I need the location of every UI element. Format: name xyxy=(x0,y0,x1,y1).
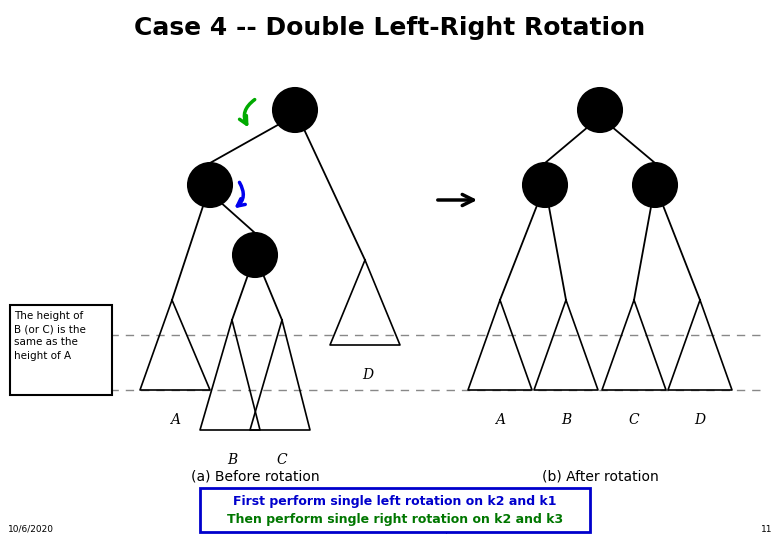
Circle shape xyxy=(578,88,622,132)
Text: CS202 - Fundamental Structures of Computer Science II: CS202 - Fundamental Structures of Comput… xyxy=(264,525,516,534)
FancyArrowPatch shape xyxy=(237,183,245,206)
Text: C: C xyxy=(277,453,287,467)
Circle shape xyxy=(273,88,317,132)
Text: A: A xyxy=(170,413,180,427)
Circle shape xyxy=(633,163,677,207)
Text: B: B xyxy=(561,413,571,427)
Text: B: B xyxy=(227,453,237,467)
Text: $k_1$: $k_1$ xyxy=(537,176,553,194)
Text: Then perform single right rotation on k2 and k3: Then perform single right rotation on k2… xyxy=(227,512,563,525)
Text: 10/6/2020: 10/6/2020 xyxy=(8,525,54,534)
Circle shape xyxy=(188,163,232,207)
Text: 11: 11 xyxy=(760,525,772,534)
Text: $k_3$: $k_3$ xyxy=(287,102,303,119)
Text: (b) After rotation: (b) After rotation xyxy=(541,470,658,484)
FancyArrowPatch shape xyxy=(239,99,255,124)
Text: First perform single left rotation on k2 and k1: First perform single left rotation on k2… xyxy=(233,495,557,508)
Text: $k_3$: $k_3$ xyxy=(647,176,663,194)
Text: $k_1$: $k_1$ xyxy=(202,176,218,194)
Text: The height of
B (or C) is the
same as the
height of A: The height of B (or C) is the same as th… xyxy=(14,311,86,361)
Text: $k_2$: $k_2$ xyxy=(247,246,263,264)
Text: (a) Before rotation: (a) Before rotation xyxy=(190,470,319,484)
Text: C: C xyxy=(629,413,640,427)
Text: $k_2$: $k_2$ xyxy=(592,102,608,119)
Text: D: D xyxy=(363,368,374,382)
Circle shape xyxy=(523,163,567,207)
Text: D: D xyxy=(694,413,706,427)
Bar xyxy=(10,305,112,395)
Text: A: A xyxy=(495,413,505,427)
Bar xyxy=(200,488,590,532)
Circle shape xyxy=(233,233,277,277)
Text: Case 4 -- Double Left-Right Rotation: Case 4 -- Double Left-Right Rotation xyxy=(134,16,646,40)
